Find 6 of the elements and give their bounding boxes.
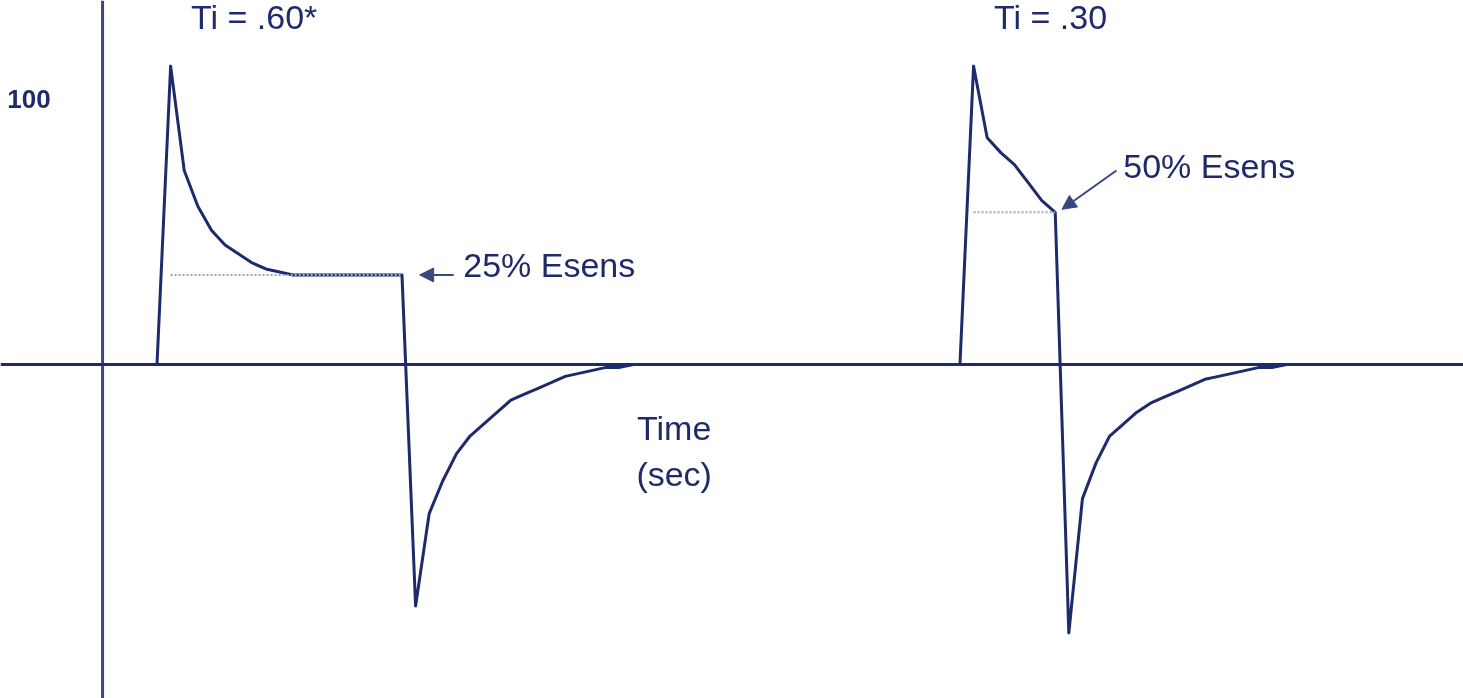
text: Ti = .60* xyxy=(191,0,318,37)
x-axis-title: Time (sec) xyxy=(636,409,712,493)
annotation: 50% Esens xyxy=(1123,147,1296,186)
text: 100 xyxy=(7,83,51,114)
text: Ti = .30 xyxy=(993,0,1108,37)
annotation: 25% Esens xyxy=(463,245,636,284)
